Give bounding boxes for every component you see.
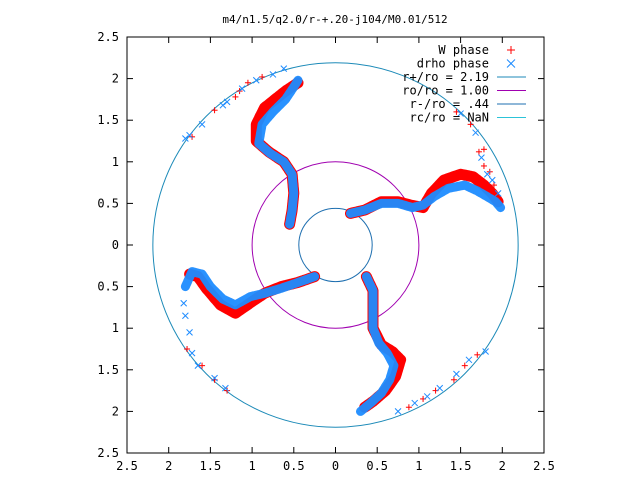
- drho-phase-point: [423, 393, 431, 400]
- drho-phase-point: [494, 190, 502, 197]
- drho-phase-point: [488, 176, 496, 184]
- legend-label: r-/ro = .44: [410, 97, 489, 111]
- circle-r+: [152, 62, 519, 428]
- drho-phase-point: [194, 362, 202, 369]
- x-tick-label: 1: [415, 459, 422, 473]
- spiral-arm-2: [356, 272, 399, 416]
- drho-phase-point: [182, 135, 189, 142]
- spiral-arm-3: [180, 267, 320, 310]
- drho-phase-point: [483, 170, 491, 178]
- spiral-arm-4: [254, 75, 303, 229]
- drho-phase-point: [188, 349, 196, 357]
- drho-phase-point: [280, 65, 288, 72]
- x-tick-label: 2: [499, 459, 506, 473]
- y-tick-label: 1: [112, 321, 119, 335]
- legend-label: r+/ro = 2.19: [402, 70, 489, 84]
- x-tick-label: 0: [332, 459, 339, 473]
- y-tick-label: 0.5: [97, 196, 119, 210]
- legend-x-marker: [506, 59, 516, 68]
- drho-phase-point: [394, 408, 402, 415]
- x-tick-label: 1.5: [200, 459, 222, 473]
- x-tick-label: 2: [165, 459, 172, 473]
- x-tick-label: 1.5: [450, 459, 472, 473]
- drho-phase-point: [478, 154, 485, 161]
- drho-phase-point: [180, 299, 188, 307]
- y-tick-label: 2: [112, 72, 119, 86]
- drho-phase-point: [411, 399, 419, 407]
- drho-phase-point: [182, 312, 189, 320]
- drho-phase-point: [223, 98, 231, 106]
- legend-label: drho phase: [417, 57, 489, 71]
- y-tick-label: 1: [112, 155, 119, 169]
- x-tick-label: 0.5: [283, 459, 305, 473]
- drho-phase-point: [269, 71, 277, 78]
- drho-phase-series: [180, 65, 506, 416]
- reference-circles: [152, 62, 519, 428]
- axis-ticks: 2.5 2 1.5 1 0.5 0 0.5 1 1.5 2 2.52.521.510.500.511…: [97, 30, 555, 473]
- chart-title: m4/n1.5/q2.0/r-+.20-j104/M0.01/512: [222, 13, 447, 26]
- drho-phase-point: [472, 129, 479, 137]
- drho-phase-point: [198, 121, 206, 128]
- legend-label: rc/ro = NaN: [410, 111, 489, 125]
- x-tick-label: 1: [248, 459, 255, 473]
- y-tick-label: 2.5: [97, 30, 119, 44]
- data-series: [180, 65, 506, 416]
- y-tick-label: 2.5: [97, 446, 119, 460]
- drho-phase-point: [436, 384, 444, 392]
- drho-phase-point: [238, 85, 246, 92]
- drho-phase-point: [186, 329, 193, 336]
- drho-phase-point: [211, 374, 218, 382]
- x-tick-label: 0.5: [366, 459, 388, 473]
- y-tick-label: 0: [112, 238, 119, 252]
- drho-phase-point: [252, 76, 260, 84]
- y-tick-label: 2: [112, 404, 119, 418]
- y-tick-label: 0.5: [97, 280, 119, 294]
- drho-phase-point: [186, 131, 193, 139]
- drho-phase-point: [465, 356, 473, 364]
- circle-r-: [298, 207, 373, 283]
- legend-label: W phase: [438, 43, 489, 57]
- drho-phase-point: [457, 110, 464, 117]
- drho-phase-point: [222, 384, 229, 392]
- circle-ro: [251, 161, 420, 329]
- drho-phase-point: [219, 101, 227, 109]
- spiral-arm-1: [346, 180, 506, 218]
- drho-phase-point: [482, 348, 489, 355]
- drho-phase-point: [453, 370, 460, 378]
- x-tick-label: 2.5: [116, 459, 138, 473]
- y-tick-label: 1.5: [97, 363, 119, 377]
- legend-label: ro/ro = 1.00: [402, 84, 489, 98]
- x-tick-label: 2.5: [533, 459, 555, 473]
- y-tick-label: 1.5: [97, 113, 119, 127]
